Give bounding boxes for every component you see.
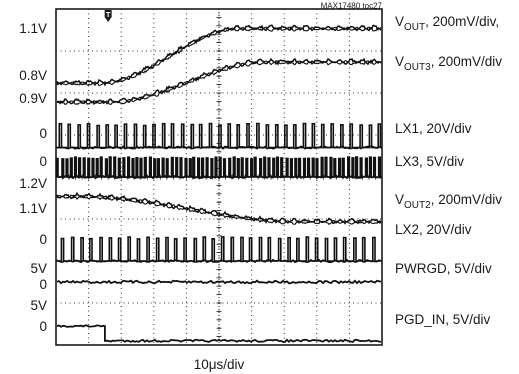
left-axis-label: 0.8V xyxy=(19,68,47,83)
left-axis-label: 0 xyxy=(39,319,47,334)
trace-label: VOUT, 200mV/div, xyxy=(395,14,499,33)
trace-vout3-band xyxy=(56,59,382,106)
trace-label: LX3, 5V/div xyxy=(395,154,464,169)
trace-labels: VOUT, 200mV/div, VOUT3, 200mV/div LX1, 20V… xyxy=(395,14,502,327)
trace-lx2 xyxy=(56,236,382,262)
traces xyxy=(55,24,382,344)
trigger-shape xyxy=(104,10,112,22)
figure-tag: MAX17480 toc27 xyxy=(321,2,383,11)
left-axis-label: 1.1V xyxy=(19,201,47,216)
x-axis-label: 10μs/div xyxy=(194,357,245,372)
left-axis-label: 1.1V xyxy=(19,21,47,36)
trace-lx1-baseline xyxy=(56,145,382,150)
trace-vout xyxy=(56,24,382,87)
trace-vout2-band xyxy=(56,194,382,225)
trigger-letter: T xyxy=(106,10,111,19)
left-axis-label: 0 xyxy=(39,154,47,169)
left-axis-label: 5V xyxy=(30,261,47,276)
trace-vout-band xyxy=(56,26,382,87)
trace-vout2 xyxy=(56,191,382,225)
trace-label: LX1, 20V/div xyxy=(395,121,472,136)
left-axis-label: 0 xyxy=(39,232,47,247)
trace-label: LX2, 20V/div xyxy=(395,222,472,237)
trace-lx3-baseline xyxy=(56,174,382,180)
trace-lx3 xyxy=(55,156,382,178)
trace-label: VOUT3, 200mV/div xyxy=(395,54,502,73)
trigger-marker: T xyxy=(104,10,112,22)
trace-pgd-in xyxy=(56,324,381,344)
trace-pwrgd xyxy=(56,279,382,285)
trace-label: PWRGD, 5V/div xyxy=(395,261,492,276)
trace-vout3 xyxy=(56,57,382,106)
left-axis-label: 0.9V xyxy=(19,91,47,106)
trace-label: PGD_IN, 5V/div xyxy=(395,312,491,327)
trace-lx2-baseline xyxy=(56,258,382,264)
left-axis-label: 1.2V xyxy=(19,176,47,191)
left-axis-label: 0 xyxy=(39,277,47,292)
left-axis-label: 0 xyxy=(39,126,47,141)
trace-lx1 xyxy=(56,122,382,149)
trace-label: VOUT2, 200mV/div xyxy=(395,192,502,211)
left-axis-label: 5V xyxy=(30,298,47,313)
